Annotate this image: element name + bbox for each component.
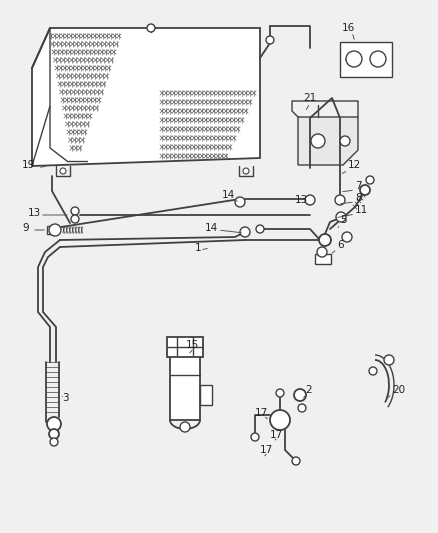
- Text: 15: 15: [186, 340, 199, 350]
- Text: 16: 16: [342, 23, 355, 33]
- Circle shape: [71, 207, 79, 215]
- Text: 12: 12: [348, 160, 361, 170]
- Circle shape: [47, 417, 61, 431]
- Circle shape: [50, 438, 58, 446]
- Circle shape: [294, 389, 306, 401]
- Circle shape: [335, 195, 345, 205]
- Circle shape: [346, 51, 362, 67]
- Text: 2: 2: [305, 385, 311, 395]
- Text: 17: 17: [255, 408, 268, 418]
- Circle shape: [292, 457, 300, 465]
- Bar: [340, 42, 392, 77]
- Text: 1: 1: [195, 243, 201, 253]
- Circle shape: [311, 134, 325, 148]
- Circle shape: [71, 215, 79, 223]
- Text: 7: 7: [355, 181, 362, 191]
- Circle shape: [370, 51, 386, 67]
- Circle shape: [49, 224, 61, 236]
- Circle shape: [147, 24, 155, 32]
- Text: 8: 8: [355, 193, 362, 203]
- Text: 9: 9: [22, 223, 28, 233]
- Circle shape: [235, 197, 245, 207]
- Text: 17: 17: [270, 430, 283, 440]
- Text: 13: 13: [28, 208, 41, 218]
- Circle shape: [266, 36, 274, 44]
- Circle shape: [298, 404, 306, 412]
- Text: 19: 19: [22, 160, 35, 170]
- Text: 17: 17: [260, 445, 273, 455]
- Text: 6: 6: [337, 240, 344, 250]
- Text: 5: 5: [340, 215, 346, 225]
- Circle shape: [240, 227, 250, 237]
- Circle shape: [251, 433, 259, 441]
- Text: 21: 21: [303, 93, 316, 103]
- Text: 14: 14: [222, 190, 235, 200]
- Text: 14: 14: [205, 223, 218, 233]
- Circle shape: [276, 389, 284, 397]
- Circle shape: [60, 168, 66, 174]
- Polygon shape: [298, 117, 358, 165]
- Circle shape: [366, 176, 374, 184]
- Circle shape: [360, 185, 370, 195]
- Polygon shape: [32, 28, 260, 166]
- Circle shape: [49, 429, 59, 439]
- Circle shape: [340, 136, 350, 146]
- Circle shape: [342, 232, 352, 242]
- Circle shape: [317, 247, 327, 257]
- Circle shape: [305, 195, 315, 205]
- Circle shape: [256, 225, 264, 233]
- Text: 3: 3: [62, 393, 69, 403]
- Circle shape: [319, 234, 331, 246]
- Circle shape: [270, 410, 290, 430]
- Text: 13: 13: [295, 195, 308, 205]
- Text: 20: 20: [392, 385, 405, 395]
- Bar: [167, 337, 203, 357]
- Text: 11: 11: [355, 205, 368, 215]
- Bar: [47, 226, 57, 234]
- Circle shape: [384, 355, 394, 365]
- Circle shape: [243, 168, 249, 174]
- Bar: [170, 355, 200, 420]
- Circle shape: [180, 422, 190, 432]
- Bar: [315, 254, 331, 264]
- Bar: [200, 385, 212, 405]
- Circle shape: [336, 212, 346, 222]
- Circle shape: [369, 367, 377, 375]
